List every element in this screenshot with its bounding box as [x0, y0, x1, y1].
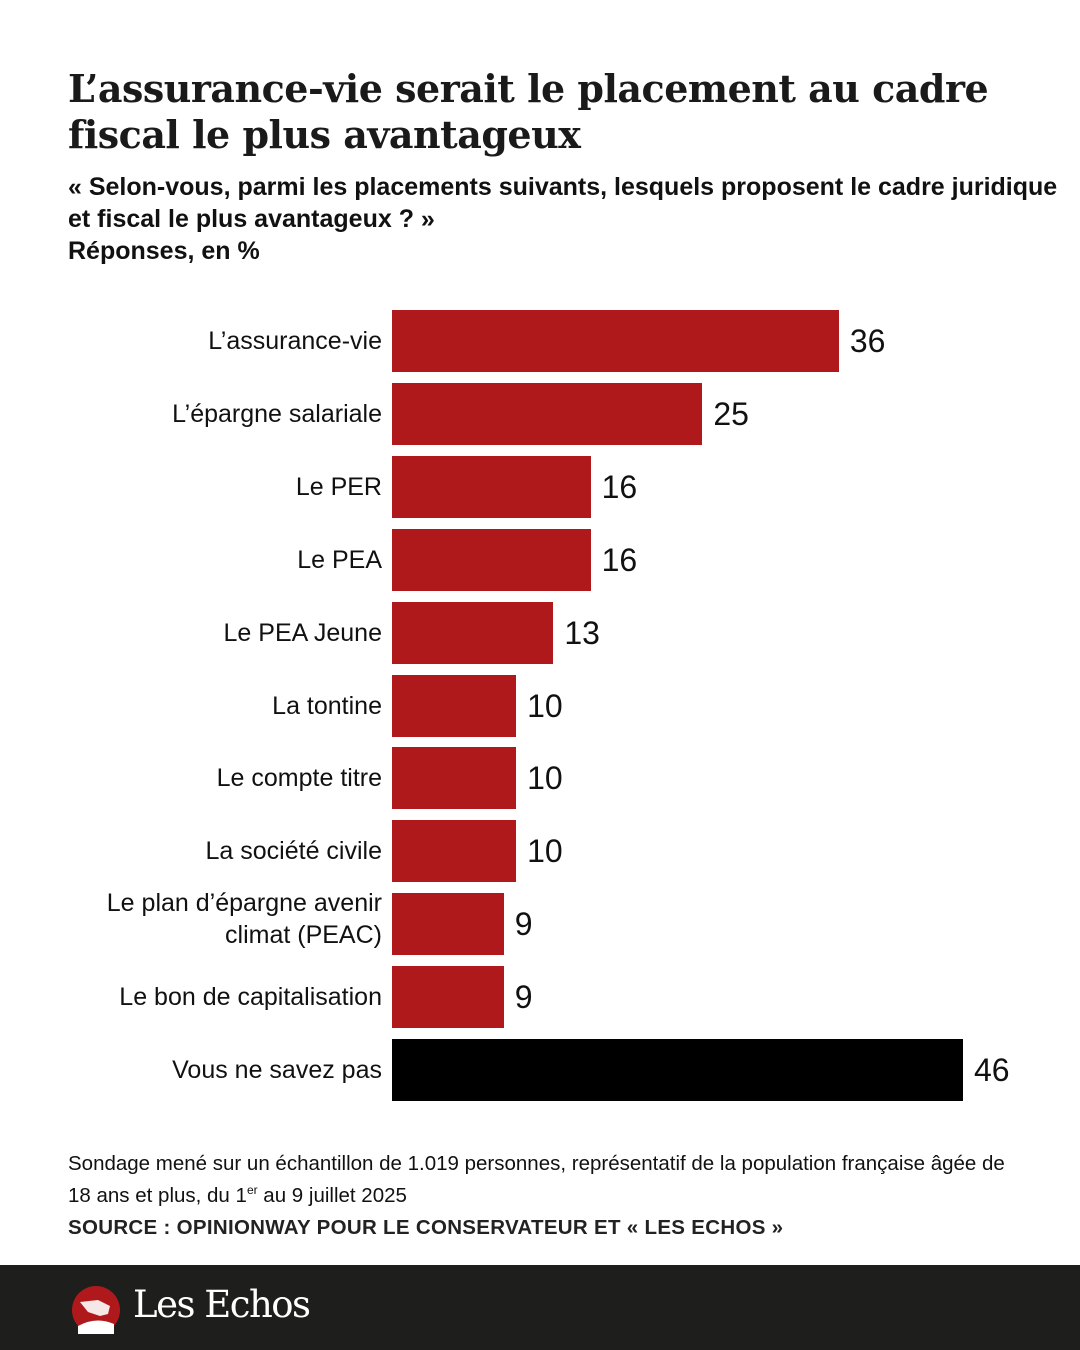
category-label: Le compte titre — [216, 764, 382, 793]
bar — [392, 382, 703, 445]
bar — [392, 455, 591, 518]
source-line: SOURCE : OPINIONWAY POUR LE CONSERVATEUR… — [68, 1216, 784, 1239]
category-label: Vous ne savez pas — [172, 1056, 382, 1084]
category-label: La société civile — [205, 837, 382, 866]
bar — [392, 893, 504, 956]
chart-title: L’assurance-vie serait le placement au c… — [68, 66, 989, 157]
footer-bar: Les Echos — [0, 1265, 1080, 1350]
bar — [392, 966, 504, 1029]
bar — [392, 674, 517, 737]
value-label: 13 — [564, 614, 600, 651]
value-label: 10 — [527, 833, 563, 870]
unit-label: Réponses, en % — [68, 237, 260, 265]
category-label: Le bon de capitalisation — [119, 983, 382, 1012]
value-label: 9 — [514, 979, 533, 1016]
note-superscript: er — [246, 1183, 258, 1197]
category-label: Le PEA Jeune — [223, 618, 382, 647]
value-label: 10 — [527, 687, 563, 724]
value-label: 16 — [601, 468, 638, 505]
category-label: Le PER — [295, 472, 382, 501]
category-label: Le plan d’épargne avenir climat (PEAC) — [106, 889, 382, 950]
bar-chart: L’assurance-vie 36 L’épargne salariale 25 Le… — [0, 300, 1080, 1120]
survey-question: « Selon-vous, parmi les placements suiva… — [68, 173, 1058, 233]
bar — [392, 747, 517, 810]
bar — [392, 1039, 963, 1101]
category-label: L’assurance-vie — [208, 327, 382, 355]
bar — [392, 310, 839, 372]
brand-logo-text: Les Echos — [133, 1283, 311, 1326]
value-label: 36 — [849, 323, 886, 359]
les-echos-logo-icon — [72, 1286, 120, 1334]
category-label: L’épargne salariale — [172, 399, 382, 428]
note-text: Sondage mené sur un échantillon de 1.019… — [68, 1152, 1005, 1207]
value-label: 25 — [713, 395, 749, 432]
note-text-end: au 9 juillet 2025 — [257, 1183, 407, 1207]
bar — [392, 820, 517, 883]
category-label: La tontine — [272, 691, 382, 720]
value-label: 9 — [514, 906, 533, 943]
bar — [392, 601, 554, 664]
bar — [392, 528, 591, 591]
value-label: 46 — [974, 1052, 1010, 1088]
value-label: 16 — [601, 541, 638, 578]
methodology-note: Sondage mené sur un échantillon de 1.019… — [68, 1150, 1028, 1209]
value-label: 10 — [527, 760, 563, 797]
category-label: Le PEA — [297, 545, 382, 574]
